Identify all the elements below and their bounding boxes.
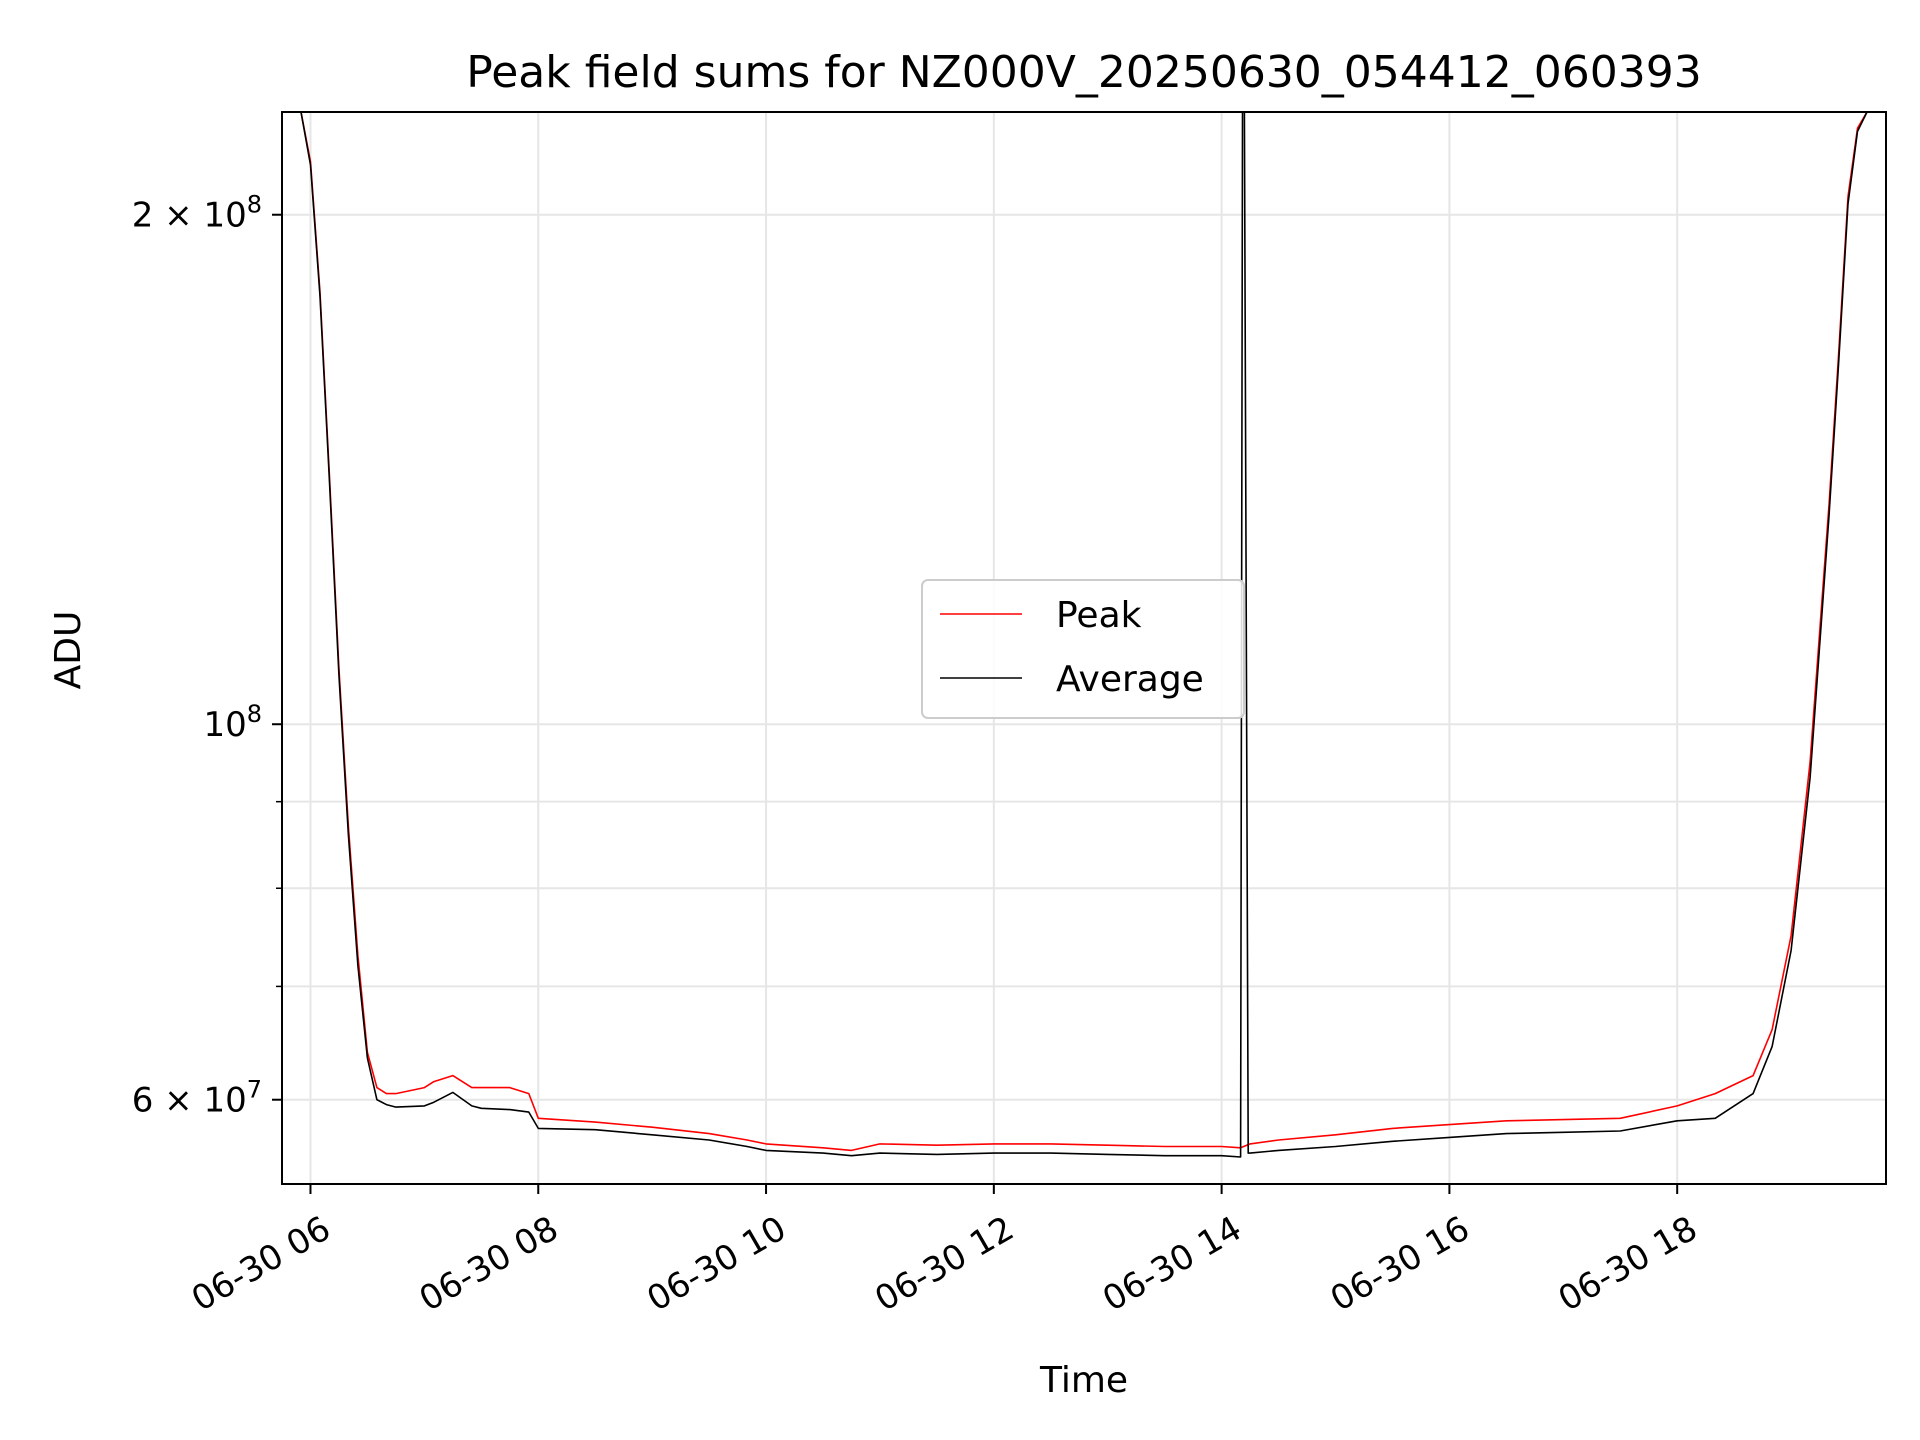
legend: Peak Average — [921, 579, 1245, 719]
y-tick-label: 2 × 108 — [132, 191, 262, 236]
series-lines — [282, 111, 1886, 1158]
average-series-line — [282, 111, 1886, 1158]
chart-title: Peak field sums for NZ000V_20250630_0544… — [466, 47, 1701, 98]
y-tick-label: 6 × 107 — [132, 1076, 262, 1121]
legend-entry-average: Average — [1056, 659, 1204, 700]
legend-entry-peak: Peak — [1056, 595, 1142, 636]
axes-frame — [281, 111, 1887, 1185]
peak-series-line — [282, 111, 1886, 1152]
y-axis-label: ADU — [48, 611, 89, 690]
x-axis-label: Time — [1039, 1360, 1128, 1401]
y-tick-label: 108 — [203, 700, 262, 745]
